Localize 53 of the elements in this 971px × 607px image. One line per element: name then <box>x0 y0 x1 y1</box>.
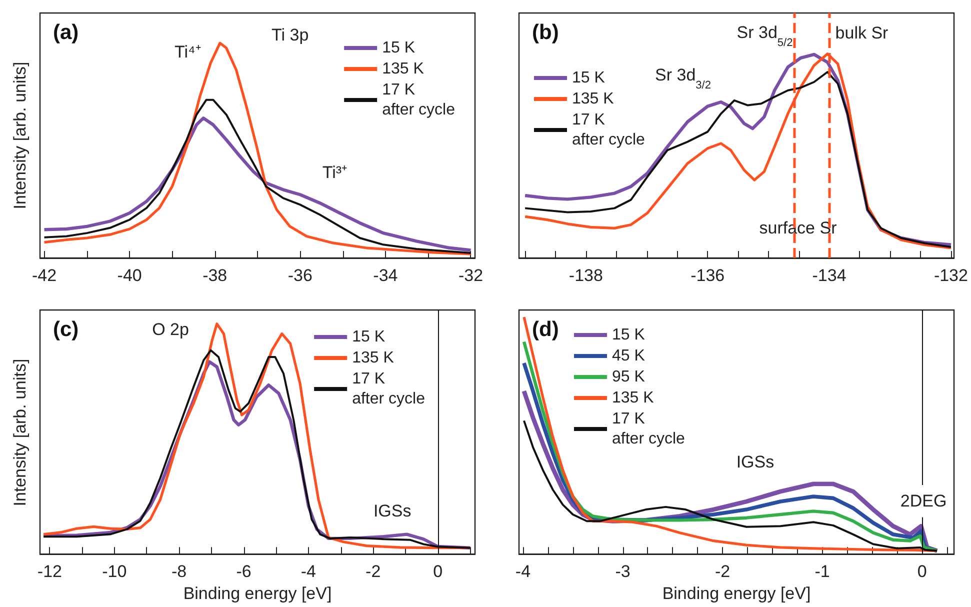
annotation: IGSs <box>736 452 774 472</box>
legend-label: 17 K after cycle <box>382 82 456 118</box>
x-tick-label: -136 <box>690 266 725 285</box>
x-tick-label: -4 <box>515 562 531 582</box>
x-tick-label: -40 <box>117 266 142 285</box>
legend-label: 17 K after cycle <box>612 410 686 448</box>
chart-title: (b) <box>532 21 559 44</box>
x-tick-label: -36 <box>288 266 312 285</box>
x-tick-label: -3 <box>615 562 630 582</box>
legend-label: 135 K <box>612 390 654 406</box>
legend-label: 135 K <box>572 90 614 108</box>
legend-label: 135 K <box>352 350 394 366</box>
x-axis-title: Binding energy [eV] <box>183 584 332 603</box>
annotation: Ti⁴⁺ <box>174 42 202 62</box>
legend-label: 135 K <box>382 60 424 78</box>
annotation: O 2p <box>152 320 189 340</box>
ref-line-label: bulk Sr <box>835 24 889 42</box>
x-tick-label: -2 <box>366 562 381 582</box>
x-axis-title: Binding energy [eV] <box>662 584 811 603</box>
annotation: Ti 3p <box>272 26 309 45</box>
x-tick-label: 0 <box>433 562 443 582</box>
x-tick-label: -138 <box>568 266 603 285</box>
x-tick-label: -4 <box>300 562 316 582</box>
x-tick-label: -38 <box>202 266 228 285</box>
annotation: IGSs <box>373 501 412 520</box>
x-tick-label: 0 <box>917 562 927 582</box>
legend-label: 15 K <box>382 40 416 56</box>
legend-label: 15 K <box>612 326 646 344</box>
x-tick-label: -134 <box>812 266 846 285</box>
legend-label: 95 K <box>612 368 646 386</box>
y-axis-title: Intensity [arb. units] <box>10 62 30 210</box>
y-axis-title: Intensity [arb. units] <box>10 358 30 506</box>
legend-label: 15 K <box>572 70 606 86</box>
x-tick-label: -2 <box>714 562 730 582</box>
legend-label: 45 K <box>612 348 646 364</box>
chart-title: (a) <box>53 21 79 44</box>
chart-title: (d) <box>532 318 559 341</box>
x-tick-label: -42 <box>32 266 57 285</box>
x-tick-label: -132 <box>934 266 968 285</box>
annotation: Ti³⁺ <box>322 162 348 182</box>
x-tick-label: -8 <box>172 562 187 582</box>
legend-label: 15 K <box>352 328 386 346</box>
x-tick-label: -6 <box>236 562 252 582</box>
x-tick-label: -32 <box>458 266 484 285</box>
annotation: 2DEG <box>900 492 947 511</box>
chart-title: (c) <box>53 318 79 341</box>
x-tick-label: -10 <box>102 562 127 582</box>
x-tick-label: -34 <box>373 266 398 285</box>
x-tick-label: -12 <box>37 562 62 582</box>
x-tick-label: -1 <box>814 562 830 582</box>
ref-line-label: surface Sr <box>759 218 838 238</box>
legend-label: 17 K after cycle <box>572 112 646 148</box>
legend-label: 17 K after cycle <box>352 370 426 408</box>
